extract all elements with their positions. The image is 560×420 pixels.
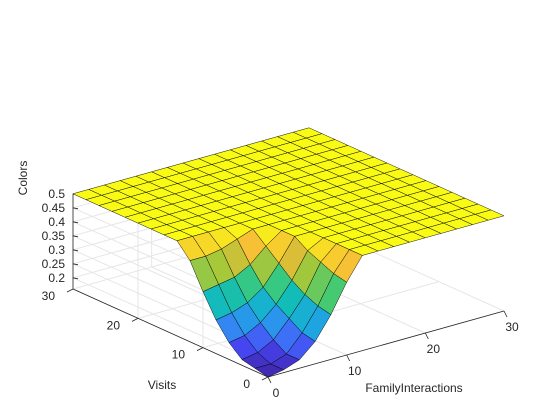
tick-labels: 0.20.250.30.350.40.450.5 0 10 20 30 0 10 20 30	[42, 187, 519, 400]
x-axis-line	[267, 310, 505, 378]
z-axis-title: Colors	[16, 161, 30, 196]
z-tick-mark	[72, 221, 79, 224]
y-tick-mark	[66, 288, 74, 293]
z-tick-mark	[72, 263, 79, 266]
y-tick-mark	[261, 376, 269, 381]
z-tick-label: 0.25	[42, 257, 66, 271]
y-axis-line	[72, 288, 269, 378]
surface-mesh	[72, 127, 505, 378]
y-tick-mark	[196, 347, 204, 352]
y-tick-mark	[131, 317, 139, 322]
z-tick-label: 0.3	[48, 243, 65, 257]
x-tick-mark	[503, 310, 508, 318]
y-tick-label: 30	[42, 289, 56, 303]
z-tick-mark	[72, 235, 79, 238]
z-tick-label: 0.4	[48, 215, 65, 229]
x-tick-label: 10	[348, 364, 362, 378]
z-tick-label: 0.35	[42, 229, 66, 243]
x-tick-label: 20	[427, 342, 441, 356]
x-tick-mark	[346, 354, 351, 362]
y-tick-label: 0	[243, 377, 250, 391]
z-tick-label: 0.2	[48, 271, 65, 285]
z-tick-label: 0.45	[42, 201, 66, 215]
x-tick-label: 30	[505, 320, 519, 334]
y-tick-label: 10	[172, 348, 186, 362]
y-tick-label: 20	[107, 318, 121, 332]
surface-face	[475, 209, 505, 221]
y-axis-title: Visits	[148, 378, 176, 392]
z-tick-mark	[72, 277, 79, 280]
x-tick-mark	[267, 376, 272, 384]
x-tick-label: 0	[273, 386, 280, 400]
z-tick-mark	[72, 207, 79, 210]
x-axis-title: FamilyInteractions	[365, 381, 462, 395]
z-tick-label: 0.5	[48, 187, 65, 201]
x-tick-mark	[424, 332, 429, 340]
axes-box	[66, 193, 508, 384]
z-tick-mark	[72, 249, 79, 252]
